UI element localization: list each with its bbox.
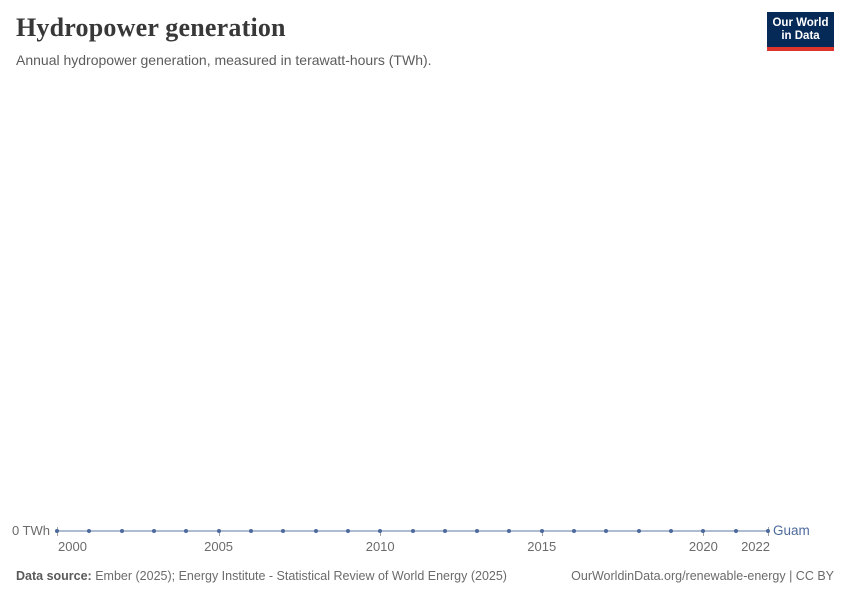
owid-logo[interactable]: Our World in Data	[767, 12, 834, 51]
data-point-2015	[539, 529, 544, 533]
data-point-2002	[119, 529, 124, 533]
data-source-text: Ember (2025); Energy Institute - Statist…	[95, 569, 507, 583]
data-point-2020	[701, 529, 706, 533]
owid-logo-line1: Our World	[772, 17, 829, 29]
data-point-2017	[604, 529, 609, 533]
data-point-2019	[669, 529, 674, 533]
data-point-2007	[281, 529, 286, 533]
data-point-2018	[636, 529, 641, 533]
chart-footer: Data source: Ember (2025); Energy Instit…	[16, 569, 834, 583]
x-tick-2020	[703, 532, 705, 536]
data-point-2016	[572, 529, 577, 533]
chart-subtitle: Annual hydropower generation, measured i…	[16, 52, 432, 68]
x-tick-2010	[380, 532, 382, 536]
data-point-2021	[733, 529, 738, 533]
data-source-note: Data source: Ember (2025); Energy Instit…	[16, 569, 507, 583]
data-point-2012	[442, 529, 447, 533]
data-point-2010	[378, 529, 383, 533]
owid-url-license-link[interactable]: OurWorldinData.org/renewable-energy | CC…	[571, 569, 834, 583]
data-point-2009	[345, 529, 350, 533]
x-tick-label-2005: 2005	[204, 539, 234, 554]
x-tick-2005	[218, 532, 220, 536]
data-point-2001	[87, 529, 92, 533]
data-point-2006	[248, 529, 253, 533]
data-point-2003	[151, 529, 156, 533]
x-tick-label-2022: 2022	[741, 539, 770, 554]
x-tick-label-2020: 2020	[688, 539, 718, 554]
data-point-2014	[507, 529, 512, 533]
y-axis-zero-label: 0 TWh	[11, 523, 50, 538]
owid-logo-line2: in Data	[781, 30, 820, 42]
data-point-2005	[216, 529, 221, 533]
data-point-2000	[55, 529, 59, 533]
data-point-2004	[184, 529, 189, 533]
x-tick-label-2010: 2010	[365, 539, 395, 554]
series-label-guam: Guam	[773, 523, 810, 538]
x-tick-2015	[541, 532, 543, 536]
data-source-label: Data source:	[16, 569, 92, 583]
chart-title: Hydropower generation	[16, 13, 286, 42]
data-point-2013	[475, 529, 480, 533]
data-point-2011	[410, 529, 415, 533]
x-tick-label-2000: 2000	[58, 539, 87, 554]
x-tick-label-2015: 2015	[527, 539, 557, 554]
data-point-2022	[766, 529, 770, 533]
data-point-2008	[313, 529, 318, 533]
